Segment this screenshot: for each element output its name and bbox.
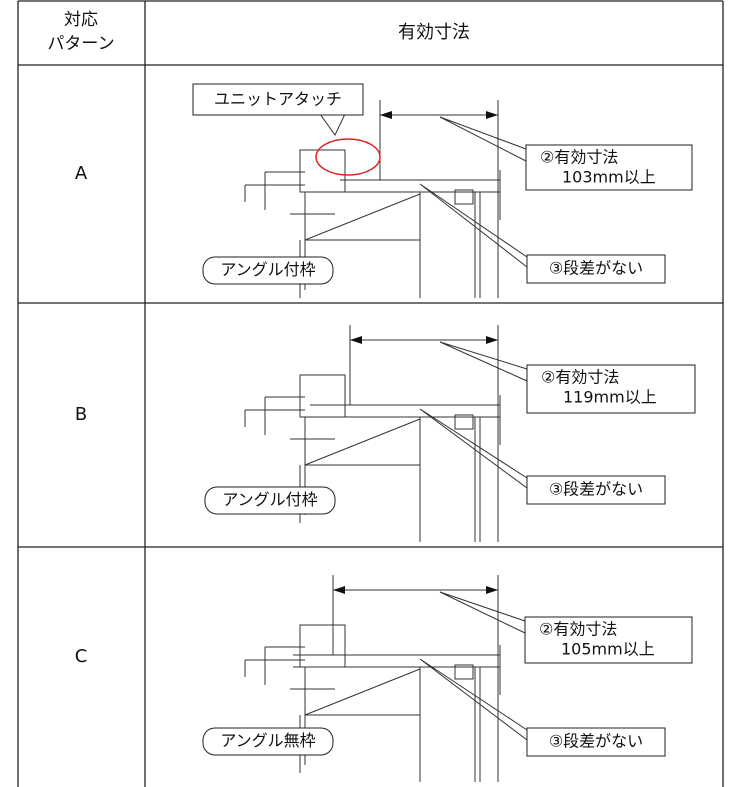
frame-text: アングル無枠: [220, 731, 315, 750]
callout-box: [524, 616, 693, 664]
drawing-part: [454, 664, 474, 680]
leader: [439, 116, 527, 162]
callout-box: [526, 254, 666, 284]
leader: [439, 591, 526, 634]
frame-box: [202, 256, 334, 285]
drawing-line: [304, 668, 421, 716]
callout-text: ②有効寸法: [539, 620, 617, 639]
frame-text: アングル付枠: [220, 260, 315, 279]
callout-text: ユニットアタッチ: [214, 90, 342, 109]
drawing-part: [454, 414, 474, 430]
callout-text: ③段差がない: [549, 732, 643, 751]
callout-box: [526, 364, 696, 414]
arrow-head: [380, 111, 498, 119]
header-dimension: 有効寸法: [398, 22, 470, 43]
drawing-part: [454, 189, 474, 205]
callout-text: 103mm以上: [562, 168, 656, 187]
drawing-line: [304, 193, 421, 241]
leader: [419, 408, 528, 489]
callout-text: ③段差がない: [549, 480, 643, 499]
callout-box: [192, 83, 364, 116]
header-pattern: パターン: [47, 34, 114, 54]
callout-text: 119mm以上: [563, 388, 657, 407]
callout-text: ②有効寸法: [540, 148, 618, 167]
callout-box: [526, 475, 666, 505]
callout-text: ②有効寸法: [541, 368, 619, 387]
header-pattern: 対応: [64, 10, 98, 30]
leader: [419, 183, 528, 268]
callout-box: [526, 727, 666, 757]
drawing-part: [299, 374, 346, 418]
row-label: A: [75, 163, 88, 184]
leader: [319, 113, 346, 136]
frame-text: アングル付枠: [222, 490, 317, 509]
row-label: B: [75, 404, 87, 425]
row-label: C: [75, 646, 88, 667]
highlight: [315, 138, 381, 176]
frame-box: [202, 727, 334, 756]
leader: [439, 341, 528, 382]
table-grid: [17, 0, 724, 787]
callout-box: [525, 144, 693, 191]
drawing-line: [304, 418, 421, 466]
drawing-part: [299, 149, 346, 193]
drawing-part: [299, 624, 346, 668]
frame-box: [204, 486, 336, 515]
leader: [419, 658, 528, 741]
callout-text: 105mm以上: [561, 640, 655, 659]
callout-text: ③段差がない: [549, 259, 643, 278]
